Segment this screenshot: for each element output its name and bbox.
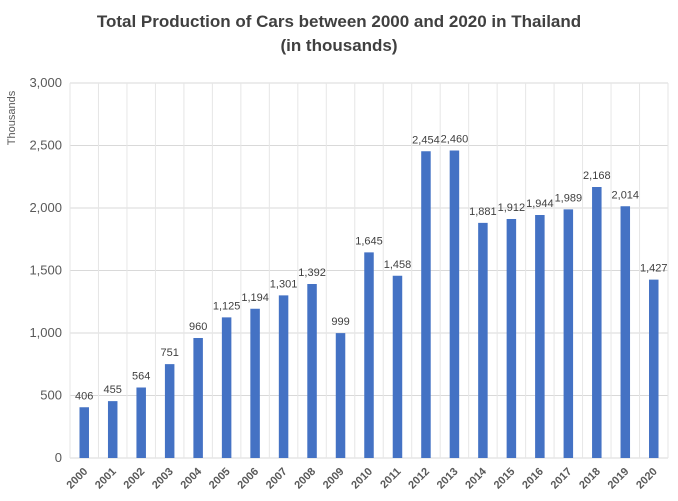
data-label-2018: 2,168: [583, 170, 611, 182]
x-tick-label: 2018: [577, 466, 603, 492]
data-label-2020: 1,427: [640, 263, 668, 275]
x-tick-label: 2015: [492, 466, 518, 492]
y-tick-label: 3,000: [29, 75, 62, 90]
bar-2012: [421, 151, 431, 458]
bar-2006: [250, 308, 260, 458]
y-tick-label: 500: [40, 388, 62, 403]
y-tick-label: 1,000: [29, 325, 62, 340]
chart-title-line1: Total Production of Cars between 2000 an…: [96, 12, 582, 31]
data-label-2012: 2,454: [412, 134, 440, 146]
x-tick-label: 2007: [264, 466, 290, 492]
x-tick-label: 2013: [435, 466, 461, 492]
bar-2019: [620, 206, 631, 458]
x-tick-label: 2017: [549, 466, 575, 492]
bar-2010: [364, 252, 374, 458]
bars: [79, 150, 659, 458]
x-tick-label: 2012: [406, 466, 432, 492]
data-label-2009: 999: [331, 316, 349, 328]
bar-2004: [193, 338, 203, 458]
y-tick-label: 1,500: [29, 263, 62, 278]
data-label-2014: 1,881: [469, 206, 497, 218]
x-tick-label: 2002: [122, 466, 148, 492]
data-label-2010: 1,645: [355, 235, 383, 247]
y-tick-label: 2,500: [29, 138, 62, 153]
data-label-2007: 1,301: [270, 278, 298, 290]
bar-2018: [592, 187, 602, 458]
x-tick-label: 2004: [178, 465, 204, 491]
data-label-2015: 1,912: [498, 202, 526, 214]
bar-2014: [478, 222, 488, 458]
y-tick-label: 0: [55, 450, 62, 465]
x-tick-label: 2010: [349, 466, 375, 492]
bar-2000: [79, 407, 89, 458]
data-label-2011: 1,458: [384, 259, 412, 271]
data-label-2013: 2,460: [441, 134, 469, 146]
data-label-2004: 960: [189, 321, 207, 333]
data-label-2016: 1,944: [526, 198, 554, 210]
data-label-2019: 2,014: [612, 189, 640, 201]
bar-2003: [164, 364, 175, 458]
chart-title-line2: (in thousands): [280, 36, 398, 55]
chart-title: Total Production of Cars between 2000 an…: [0, 10, 678, 58]
x-tick-label: 2019: [606, 466, 632, 492]
data-label-2017: 1,989: [555, 192, 583, 204]
bar-2005: [221, 317, 232, 458]
x-tick-label: 2011: [378, 466, 403, 491]
x-tick-label: 2020: [634, 466, 660, 492]
x-tick-label: 2006: [235, 466, 261, 492]
x-tick-label: 2003: [150, 466, 176, 492]
bar-2020: [649, 279, 659, 458]
bar-2002: [136, 387, 146, 458]
bar-2009: [335, 333, 346, 458]
bar-2011: [392, 275, 403, 458]
bar-2016: [535, 215, 545, 458]
x-tick-label: 2000: [65, 466, 91, 492]
x-axis-ticks: 2000 2001 2002 2003 2004 2005 2006 2007 2008 2009…: [65, 465, 660, 491]
data-label-2006: 1,194: [241, 292, 269, 304]
x-tick-label: 2014: [463, 465, 489, 491]
bar-2015: [506, 219, 517, 458]
bar-2007: [278, 295, 289, 458]
bar-2001: [107, 401, 118, 458]
x-tick-label: 2008: [292, 466, 318, 492]
x-tick-label: 2009: [321, 466, 347, 492]
bar-2017: [563, 209, 574, 458]
data-label-2008: 1,392: [298, 267, 326, 279]
data-label-2000: 406: [75, 390, 93, 402]
bar-2013: [449, 150, 460, 458]
data-label-2002: 564: [132, 371, 150, 383]
y-axis-ticks: 0 500 1,000 1,500 2,000 2,500 3,000: [29, 75, 62, 465]
data-label-2005: 1,125: [213, 300, 241, 312]
x-tick-label: 2005: [207, 466, 233, 492]
data-label-2001: 455: [104, 384, 122, 396]
y-tick-label: 2,000: [29, 200, 62, 215]
x-tick-label: 2001: [93, 466, 119, 492]
data-label-2003: 751: [160, 347, 178, 359]
bar-2008: [307, 284, 317, 458]
x-tick-label: 2016: [520, 466, 546, 492]
